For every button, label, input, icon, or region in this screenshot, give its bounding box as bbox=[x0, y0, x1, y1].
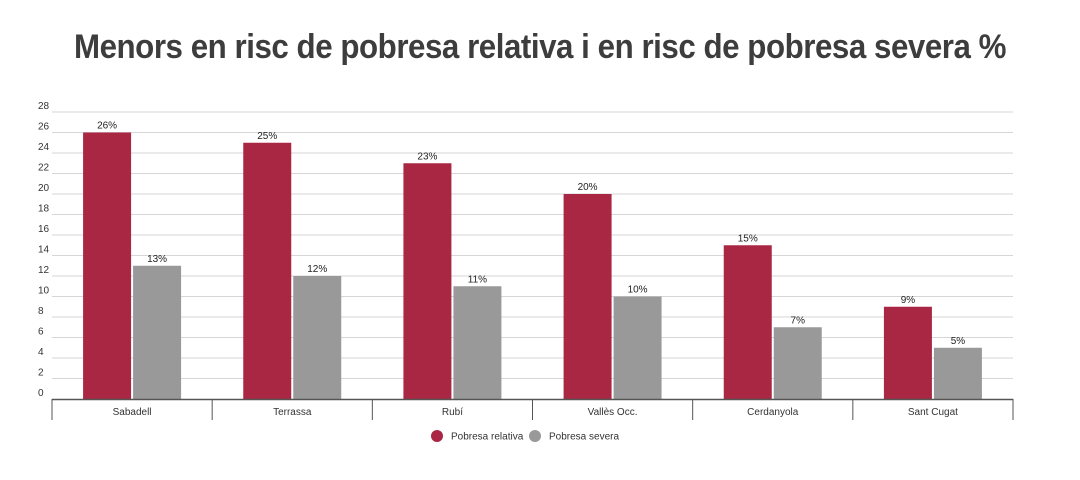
data-label: 5% bbox=[951, 336, 966, 347]
bar-relativa bbox=[723, 245, 772, 399]
data-labels: 26% 13% 25% 12% 23% 11% 20% 10% 15% 7% 9% 5% bbox=[97, 121, 965, 347]
bar-severa bbox=[293, 276, 342, 399]
x-tick-label: Terrassa bbox=[273, 407, 312, 418]
data-label: 25% bbox=[257, 131, 277, 142]
bar-severa bbox=[453, 286, 502, 399]
data-label: 12% bbox=[307, 264, 327, 275]
bar-relativa bbox=[563, 194, 612, 399]
chart-title: Menors en risc de pobresa relativa i en … bbox=[73, 28, 1006, 66]
data-label: 9% bbox=[901, 295, 916, 306]
bar-relativa bbox=[83, 132, 132, 399]
bars bbox=[83, 132, 982, 399]
legend: Pobresa relativa Pobresa severa bbox=[431, 430, 619, 443]
bar-relativa bbox=[403, 163, 452, 399]
data-label: 26% bbox=[97, 121, 117, 132]
grid-lines bbox=[52, 111, 1013, 379]
y-tick-label: 26 bbox=[38, 122, 50, 133]
legend-marker bbox=[529, 430, 541, 442]
bar-severa bbox=[933, 347, 982, 399]
data-label: 11% bbox=[468, 274, 487, 285]
y-tick-label: 6 bbox=[38, 327, 44, 338]
data-label: 13% bbox=[147, 254, 167, 265]
y-tick-label: 20 bbox=[38, 183, 50, 194]
data-label: 23% bbox=[417, 151, 437, 162]
bar-relativa bbox=[883, 306, 932, 399]
y-tick-label: 10 bbox=[38, 286, 50, 297]
data-label: 10% bbox=[628, 285, 648, 296]
x-tick-label: Rubí bbox=[442, 407, 463, 418]
bar-relativa bbox=[243, 142, 292, 399]
y-tick-label: 8 bbox=[38, 306, 44, 317]
y-tick-label: 0 bbox=[38, 388, 44, 399]
legend-label: Pobresa severa bbox=[549, 432, 619, 443]
x-tick-label: Vallès Occ. bbox=[588, 407, 638, 418]
x-axis: Sabadell Terrassa Rubí Vallès Occ. Cerdanyol… bbox=[51, 398, 1014, 420]
y-tick-label: 18 bbox=[38, 204, 50, 215]
data-label: 15% bbox=[738, 233, 758, 244]
data-label: 20% bbox=[578, 182, 598, 193]
y-tick-label: 2 bbox=[38, 368, 44, 379]
x-tick-label: Sant Cugat bbox=[908, 407, 958, 418]
y-tick-label: 24 bbox=[38, 142, 50, 153]
y-tick-label: 14 bbox=[38, 245, 50, 256]
x-tick-label: Sabadell bbox=[113, 407, 152, 418]
y-tick-label: 16 bbox=[38, 224, 50, 235]
bar-severa bbox=[773, 327, 822, 399]
y-tick-label: 28 bbox=[38, 101, 50, 112]
bar-severa bbox=[613, 296, 662, 399]
x-tick-label: Cerdanyola bbox=[747, 407, 799, 418]
legend-label: Pobresa relativa bbox=[451, 432, 524, 443]
y-tick-label: 12 bbox=[38, 265, 50, 276]
data-label: 7% bbox=[791, 315, 806, 326]
y-tick-label: 4 bbox=[38, 347, 44, 358]
bar-severa bbox=[133, 265, 182, 399]
y-tick-label: 22 bbox=[38, 163, 50, 174]
legend-marker bbox=[431, 430, 443, 442]
